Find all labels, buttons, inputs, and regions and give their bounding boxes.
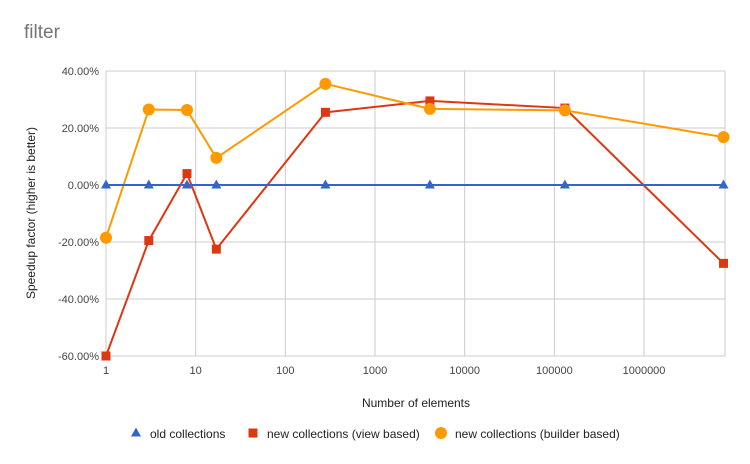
legend-item: new collections (view based) — [248, 427, 420, 441]
y-tick-label: -60.00% — [58, 351, 99, 363]
legend-label: new collections (builder based) — [455, 427, 620, 441]
data-point — [424, 179, 435, 189]
data-point — [717, 131, 730, 144]
series-line — [105, 99, 725, 357]
y-tick-label: -20.00% — [58, 237, 99, 249]
x-axis-ticks: 1 10 100 1000 10000 100000 1000000 — [103, 365, 665, 377]
data-point — [101, 179, 111, 189]
data-point — [180, 104, 193, 117]
data-point — [143, 179, 154, 189]
x-tick-label: 1000 — [363, 365, 387, 377]
x-tick-label: 10 — [190, 365, 202, 377]
data-point — [719, 258, 729, 268]
x-tick-label: 100 — [276, 365, 294, 377]
x-tick-label: 1000000 — [623, 365, 666, 377]
y-tick-label: 0.00% — [68, 180, 99, 192]
data-point — [559, 179, 570, 189]
data-point — [211, 179, 222, 189]
chart-title: filter — [24, 22, 60, 43]
data-point — [182, 169, 192, 179]
y-tick-label: 40.00% — [62, 66, 100, 78]
data-point — [144, 236, 154, 246]
y-tick-label: 20.00% — [62, 123, 100, 135]
series-triangle — [101, 179, 729, 189]
data-point — [319, 77, 332, 90]
x-axis-title: Number of elements — [362, 396, 470, 410]
series-group — [100, 77, 730, 361]
x-tick-label: 10000 — [449, 365, 480, 377]
data-point — [558, 104, 571, 117]
legend: old collections new collections (view bas… — [131, 427, 620, 441]
data-point — [423, 102, 436, 115]
series-circle — [100, 77, 730, 244]
data-point — [100, 231, 112, 244]
y-tick-label: -40.00% — [58, 294, 99, 306]
data-point — [718, 179, 729, 189]
y-axis-title: Speedup factor (higher is better) — [24, 127, 38, 299]
data-point — [210, 151, 223, 164]
data-point — [211, 244, 221, 254]
y-axis-ticks: -60.00% -40.00% -20.00% 0.00% 20.00% 40.00% — [58, 66, 99, 363]
grid — [105, 70, 726, 357]
legend-marker — [435, 427, 447, 439]
series-line — [105, 82, 724, 239]
legend-item: new collections (builder based) — [435, 427, 620, 441]
legend-marker — [248, 428, 258, 438]
data-point — [181, 179, 192, 189]
data-point — [320, 107, 330, 117]
legend-item: old collections — [131, 427, 225, 441]
data-point — [320, 179, 331, 189]
x-tick-label: 100000 — [536, 365, 573, 377]
legend-marker — [131, 427, 141, 437]
legend-label: new collections (view based) — [267, 427, 420, 441]
data-point — [101, 351, 111, 361]
data-point — [425, 96, 435, 106]
data-point — [142, 103, 155, 116]
legend-label: old collections — [150, 427, 225, 441]
x-tick-label: 1 — [103, 365, 109, 377]
